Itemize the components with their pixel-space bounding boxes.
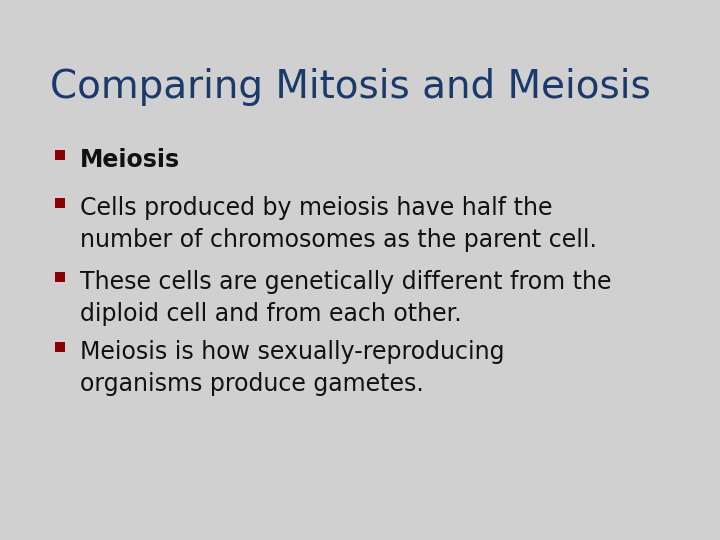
Bar	[55, 272, 65, 282]
Text: Cells produced by meiosis have half the
number of chromosomes as the parent cell: Cells produced by meiosis have half the …	[80, 196, 597, 252]
Bar	[55, 198, 65, 208]
Bar	[55, 150, 65, 160]
Text: Meiosis: Meiosis	[80, 148, 180, 172]
Text: Comparing Mitosis and Meiosis: Comparing Mitosis and Meiosis	[50, 68, 651, 106]
Bar	[55, 342, 65, 352]
Text: These cells are genetically different from the
diploid cell and from each other.: These cells are genetically different fr…	[80, 270, 611, 326]
Text: Meiosis is how sexually-reproducing
organisms produce gametes.: Meiosis is how sexually-reproducing orga…	[80, 340, 505, 396]
